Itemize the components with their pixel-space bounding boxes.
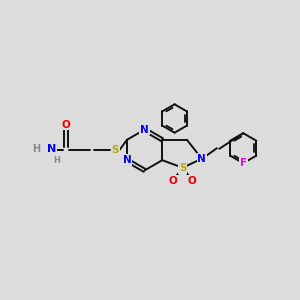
- Text: N: N: [140, 124, 149, 135]
- Text: S: S: [179, 163, 186, 173]
- Text: N: N: [47, 144, 56, 154]
- Text: H: H: [54, 156, 60, 165]
- Text: N: N: [123, 155, 131, 165]
- Text: O: O: [169, 176, 177, 186]
- Text: H: H: [32, 143, 40, 154]
- Text: N: N: [197, 154, 206, 164]
- Text: S: S: [112, 145, 119, 155]
- Text: F: F: [240, 158, 247, 168]
- Text: O: O: [188, 176, 197, 186]
- Text: O: O: [61, 119, 70, 130]
